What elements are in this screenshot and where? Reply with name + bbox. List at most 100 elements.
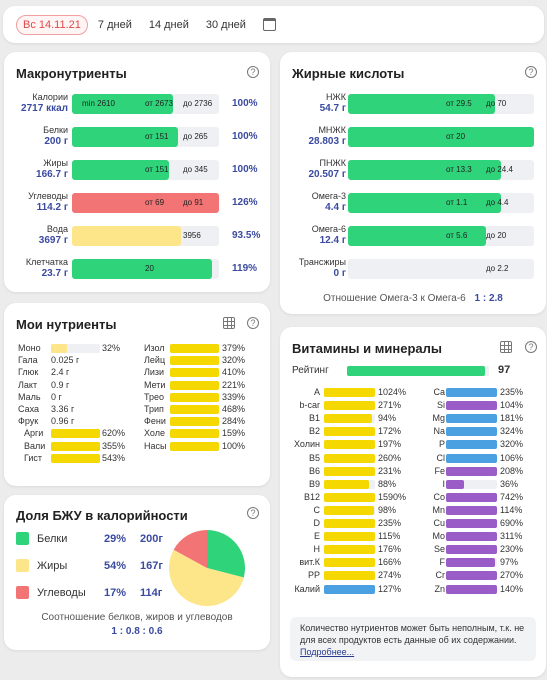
- table-icon[interactable]: [500, 341, 512, 353]
- fat-bar-text: от 13.3: [446, 165, 472, 174]
- macro-bar-text: от 151: [145, 132, 169, 141]
- help-icon[interactable]: ?: [247, 507, 259, 519]
- nutrient-value: 0 г: [51, 391, 62, 402]
- macro-label: Белки 200 г: [4, 125, 68, 147]
- fat-bar: от 13.3 до 24.4: [348, 160, 534, 180]
- vitamin-name: D: [313, 518, 321, 528]
- nutrient-value: 100%: [222, 440, 246, 451]
- vitamin-bar: [324, 545, 375, 555]
- vitamin-value: 690%: [500, 518, 524, 528]
- vitamin-bar: [324, 571, 375, 581]
- table-icon[interactable]: [223, 317, 235, 329]
- vitamin-bar: [324, 532, 375, 542]
- nutrient-value: 159%: [222, 428, 246, 439]
- nutrient-bar-fill: [51, 344, 67, 353]
- period-7-days[interactable]: 7 дней: [97, 18, 132, 31]
- vitamin-bar-fill: [324, 558, 375, 568]
- bju-grams: 167г: [140, 560, 163, 572]
- macro-bar-text: до 91: [183, 198, 204, 207]
- nutrient-value: 284%: [222, 416, 246, 427]
- macro-value: 2717 ккал: [21, 103, 68, 114]
- macro-value: 200 г: [44, 136, 68, 147]
- nutrient-name: Трео: [144, 391, 165, 402]
- vitamin-name: A: [313, 387, 320, 397]
- legend-swatch: [16, 586, 29, 599]
- vitamin-bar: [446, 453, 497, 463]
- macro-name: Белки: [43, 125, 68, 135]
- macro-label: Жиры 166.7 г: [4, 158, 68, 180]
- vitamin-name: P: [438, 439, 445, 450]
- nutrient-bar-fill: [170, 417, 219, 427]
- nutrient-name: Лакт: [18, 379, 38, 390]
- macro-percent: 119%: [232, 263, 258, 274]
- fat-bar-text: от 29.5: [446, 99, 472, 108]
- vitamin-bar: [324, 401, 375, 411]
- help-icon[interactable]: ?: [525, 66, 537, 78]
- macro-percent: 126%: [232, 197, 258, 208]
- nutrient-bar-fill: [170, 392, 219, 402]
- vitamin-name: B6: [308, 465, 320, 476]
- macro-bar-text: от 151: [145, 165, 169, 174]
- help-icon[interactable]: ?: [247, 317, 259, 329]
- nutrient-bar-fill: [170, 344, 219, 353]
- date-pill[interactable]: Вс 14.11.21: [16, 14, 88, 35]
- vitamin-bar: [324, 466, 375, 476]
- nutrient-value: 320%: [222, 355, 246, 366]
- vitamin-bar-fill: [324, 466, 375, 476]
- macronutrients-card: Макронутриенты ? Калории 2717 ккал min 261…: [4, 52, 270, 292]
- vitamin-value: 127%: [378, 583, 402, 594]
- vitamin-bar-fill: [324, 545, 375, 555]
- macro-percent: 93.5%: [232, 230, 261, 241]
- vitamin-name: Zn: [434, 583, 445, 594]
- nutrient-bar-fill: [170, 368, 219, 378]
- macro-percent: 100%: [232, 131, 258, 142]
- vitamin-bar: [324, 427, 375, 437]
- nutrient-bar-fill: [51, 453, 100, 463]
- vitamin-name: C: [313, 504, 321, 515]
- vitamin-name: I: [442, 478, 445, 489]
- macro-name: Вода: [46, 224, 68, 234]
- nutrient-value: 620%: [102, 428, 126, 439]
- fat-bar-text: от 20: [446, 132, 466, 141]
- vitamin-value: 106%: [500, 452, 524, 463]
- vitamin-bar: [446, 558, 497, 568]
- help-icon[interactable]: ?: [247, 66, 259, 78]
- fat-value: 54.7 г: [319, 103, 346, 114]
- period-14-days[interactable]: 14 дней: [148, 18, 189, 31]
- vitamin-bar-fill: [324, 388, 375, 397]
- vitamin-name: Na: [433, 426, 445, 437]
- period-30-days[interactable]: 30 дней: [205, 18, 246, 31]
- vitamin-bar: [324, 519, 375, 528]
- fat-name: Омега-3: [311, 191, 346, 201]
- nutrient-value: 468%: [222, 404, 246, 414]
- macro-bar-text: до 345: [183, 165, 208, 174]
- macro-label: Клетчатка 23.7 г: [4, 257, 68, 279]
- vitamin-value: 97%: [500, 557, 519, 568]
- vitamin-name: H: [313, 544, 321, 555]
- vitamin-bar-fill: [324, 401, 375, 411]
- fat-value: 4.4 г: [325, 202, 346, 213]
- fatty-acids-title: Жирные кислоты: [292, 66, 405, 81]
- calendar-icon[interactable]: [262, 18, 276, 31]
- macro-bar-fill: [72, 94, 174, 114]
- vitamin-value: 235%: [500, 387, 524, 397]
- vitamin-name: Mn: [432, 504, 445, 515]
- nutrient-bar: [170, 368, 219, 378]
- nutrient-bar: [170, 356, 219, 366]
- vitamin-bar: [324, 558, 375, 568]
- more-link[interactable]: Подробнее...: [300, 647, 355, 657]
- fat-bar: от 1.1 до 4.4: [348, 193, 534, 213]
- macro-bar-text: 3956: [183, 231, 201, 240]
- bju-name: Белки: [37, 533, 68, 545]
- vitamin-bar: [324, 414, 375, 424]
- vitamin-bar-fill: [324, 427, 375, 437]
- vitamin-bar-fill: [324, 571, 375, 581]
- macro-bar: min 2610 от 2673 до 2736: [72, 94, 219, 114]
- fat-name: ПНЖК: [319, 158, 346, 168]
- nutrient-value: 0.9 г: [51, 379, 70, 390]
- macro-percent: 100%: [232, 98, 258, 109]
- bju-pie-chart: [169, 530, 245, 606]
- fat-value: 28.803 г: [308, 136, 346, 147]
- help-icon[interactable]: ?: [525, 341, 537, 353]
- vitamin-name: B9: [308, 478, 320, 489]
